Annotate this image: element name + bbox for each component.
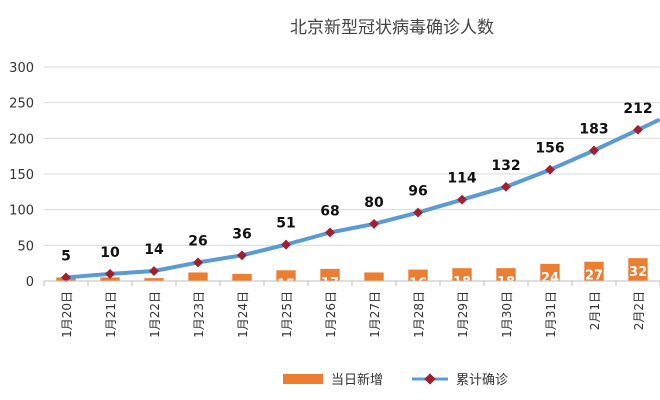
- x-tick-label: 1月29日: [456, 291, 470, 338]
- bar-label: 24: [541, 271, 559, 286]
- line-point-label: 14: [144, 242, 164, 258]
- y-tick-label: 0: [26, 275, 34, 290]
- line-marker: [281, 239, 291, 250]
- y-tick-label: 100: [9, 204, 34, 219]
- line-series: [61, 118, 660, 283]
- x-tick-label: 1月23日: [192, 291, 206, 338]
- line-point-label: 10: [100, 245, 120, 261]
- line-point-label: 212: [623, 101, 652, 117]
- legend-label-line: 累计确诊: [456, 373, 508, 388]
- bar-label: 32: [629, 265, 647, 280]
- bar-label: 18: [497, 275, 515, 290]
- legend: 当日新增 累计确诊: [283, 372, 508, 388]
- x-tick-label: 1月28日: [412, 291, 426, 338]
- x-tick-label: 1月30日: [500, 291, 514, 338]
- y-tick-label: 200: [9, 132, 34, 147]
- y-tick-label: 50: [17, 239, 34, 254]
- x-tick-label: 1月20日: [60, 291, 74, 338]
- line-marker: [193, 257, 203, 268]
- line-point-label: 51: [276, 216, 295, 232]
- line-marker: [633, 124, 643, 135]
- x-tick-label: 1月26日: [324, 291, 338, 338]
- line-point-label: 132: [491, 158, 520, 174]
- x-axis: 1月20日 1月21日 1月22日 1月23日 1月24日 1月25日 1月26日 1月27日…: [43, 280, 660, 338]
- line-point-label: 68: [320, 203, 339, 219]
- line-marker: [237, 250, 247, 261]
- x-tick-label: 1月31日: [544, 291, 558, 338]
- y-tick-label: 250: [9, 97, 34, 112]
- line-marker: [149, 266, 159, 276]
- y-tick-label: 150: [9, 168, 34, 183]
- bar-label: 15: [277, 277, 295, 292]
- x-tick-label: 1月25日: [280, 291, 294, 338]
- line-marker: [589, 145, 599, 156]
- x-tick-label: 1月22日: [148, 291, 162, 338]
- bar: [364, 272, 384, 281]
- bar-label: 12: [365, 279, 383, 294]
- bar: [628, 258, 648, 281]
- line-marker: [325, 227, 335, 238]
- bar: [452, 268, 472, 281]
- bar-label: 27: [585, 269, 603, 284]
- gridlines: [44, 66, 660, 246]
- bar-label: 18: [453, 275, 471, 290]
- chart-title: 北京新型冠状病毒确诊人数: [290, 18, 494, 38]
- line-point-label: 36: [232, 226, 251, 242]
- x-tick-label: 2月2日: [632, 291, 646, 330]
- line-marker: [457, 194, 467, 205]
- line-point-label: 5: [61, 248, 71, 264]
- line-marker: [545, 164, 555, 175]
- bar: [232, 273, 252, 281]
- bar-label: 10: [233, 281, 251, 296]
- line-point-label: 26: [188, 233, 207, 249]
- line-labels: 5 10 14 26 36 51 68 80 96 114 132 156 183 212: [61, 101, 652, 265]
- x-tick-label: 2月1日: [588, 291, 602, 330]
- bar: [188, 272, 208, 281]
- bar-label: 16: [409, 277, 427, 292]
- legend-swatch-marker: [424, 373, 436, 385]
- line-point-label: 114: [447, 171, 476, 187]
- bar-series: [56, 258, 648, 281]
- bar-label: 12: [189, 279, 207, 294]
- x-tick-label: 1月24日: [236, 291, 250, 338]
- bar: [144, 278, 164, 281]
- line-point-label: 156: [535, 141, 564, 157]
- line-marker: [413, 207, 423, 218]
- legend-swatch-bar: [283, 374, 323, 384]
- line-point-label: 183: [579, 121, 608, 137]
- line-marker: [501, 181, 511, 192]
- line-point-label: 96: [408, 184, 427, 200]
- bar: [584, 261, 604, 281]
- legend-label-bar: 当日新增: [331, 372, 383, 388]
- bar: [100, 277, 120, 281]
- bar: [496, 268, 516, 281]
- bar: [540, 263, 560, 281]
- x-tick-label: 1月27日: [368, 291, 382, 338]
- line-point-label: 80: [364, 195, 384, 211]
- line-marker: [105, 268, 115, 279]
- bar: [320, 268, 340, 281]
- line-marker: [369, 218, 379, 229]
- x-tick-label: 1月21日: [104, 291, 118, 338]
- y-tick-label: 300: [9, 61, 34, 76]
- bar: [276, 270, 296, 281]
- bar-label: 17: [321, 276, 339, 291]
- y-axis: 0 50 100 150 200 250 300: [9, 61, 34, 290]
- bar: [408, 269, 428, 281]
